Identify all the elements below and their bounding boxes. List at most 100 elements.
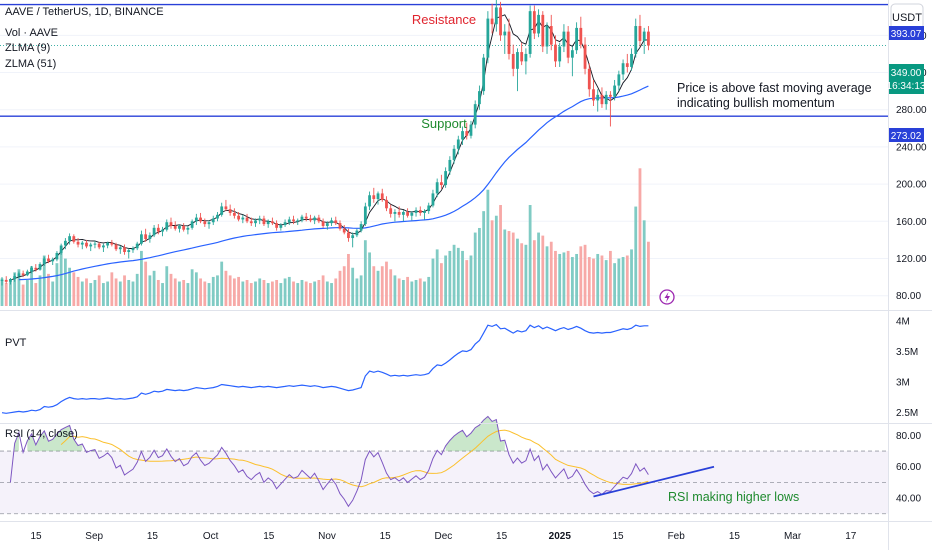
candle-body bbox=[232, 212, 236, 216]
candle-body bbox=[613, 85, 617, 97]
volume-bar bbox=[89, 283, 93, 306]
candle-body bbox=[173, 225, 177, 229]
volume-bar bbox=[279, 283, 283, 306]
candle-body bbox=[583, 44, 587, 69]
volume-bar bbox=[266, 283, 270, 306]
candle-body bbox=[211, 218, 215, 223]
volume-bar bbox=[59, 250, 63, 306]
volume-bar bbox=[368, 252, 371, 306]
volume-bar bbox=[440, 263, 443, 306]
candle-body bbox=[148, 235, 152, 239]
volume-bar bbox=[17, 269, 21, 306]
candle-body bbox=[642, 31, 646, 41]
candle-body bbox=[156, 227, 160, 232]
candle-body bbox=[9, 278, 12, 282]
rsi-axis-tick: 60.00 bbox=[896, 462, 921, 473]
volume-bar bbox=[34, 283, 38, 306]
indicator-zlma9-label[interactable]: ZLMA (9) bbox=[5, 42, 50, 54]
candle-body bbox=[0, 279, 4, 281]
volume-bar bbox=[106, 281, 110, 306]
candle-body bbox=[330, 220, 333, 224]
volume-bar bbox=[199, 278, 202, 306]
candle-body bbox=[520, 52, 524, 62]
volume-bar bbox=[414, 279, 418, 306]
volume-bar bbox=[435, 249, 439, 306]
rsi-label[interactable]: RSI (14, close) bbox=[5, 428, 78, 440]
volume-bar bbox=[313, 281, 317, 306]
volume-bar bbox=[359, 275, 363, 306]
price-note-line2: indicating bullish momentum bbox=[677, 96, 835, 110]
candle-body bbox=[575, 27, 578, 51]
volume-bar bbox=[245, 279, 249, 306]
volume-bar bbox=[55, 263, 59, 306]
candle-body bbox=[304, 216, 308, 219]
volume-bar bbox=[330, 283, 333, 306]
volume-bar bbox=[351, 267, 355, 306]
candle-body bbox=[140, 234, 143, 244]
indicator-zlma51-label[interactable]: ZLMA (51) bbox=[5, 58, 56, 70]
volume-bar bbox=[207, 283, 211, 306]
volume-bar bbox=[262, 279, 266, 306]
candle-body bbox=[558, 46, 562, 62]
candle-body bbox=[617, 74, 621, 86]
volume-bar bbox=[600, 255, 604, 306]
volume-bar bbox=[325, 281, 329, 306]
rsi-axis-tick: 40.00 bbox=[896, 494, 921, 505]
candle-body bbox=[473, 104, 477, 125]
lightning-icon[interactable] bbox=[659, 289, 675, 305]
volume-bar bbox=[110, 272, 114, 306]
time-axis-tick: 15 bbox=[612, 531, 624, 542]
time-axis-tick: Feb bbox=[668, 531, 686, 542]
volume-bar bbox=[613, 263, 617, 306]
volume-bar bbox=[296, 283, 300, 306]
candle-body bbox=[224, 206, 228, 210]
volume-bar bbox=[334, 278, 338, 306]
time-axis-tick: Sep bbox=[85, 531, 103, 542]
volume-bar bbox=[532, 240, 536, 306]
volume-bar bbox=[21, 284, 25, 306]
candle-body bbox=[592, 89, 595, 101]
volume-bar bbox=[499, 205, 502, 306]
candle-body bbox=[490, 18, 494, 25]
indicator-volume-label[interactable]: Vol · AAVE bbox=[5, 27, 58, 39]
volume-bar bbox=[469, 255, 473, 306]
time-axis-tick: 15 bbox=[496, 531, 508, 542]
candle-body bbox=[566, 31, 570, 58]
symbol-title[interactable]: AAVE / TetherUS, 1D, BINANCE bbox=[5, 6, 164, 18]
candle-body bbox=[80, 242, 84, 245]
volume-bar bbox=[592, 258, 595, 306]
volume-bar bbox=[68, 267, 71, 306]
volume-bar bbox=[271, 281, 274, 306]
candle-body bbox=[423, 211, 426, 213]
candle-body bbox=[296, 220, 300, 222]
currency-button[interactable]: USDT bbox=[890, 3, 924, 31]
volume-bar bbox=[42, 255, 46, 306]
candle-body bbox=[114, 244, 118, 250]
candle-body bbox=[135, 243, 139, 249]
volume-bar bbox=[478, 227, 481, 306]
volume-bar bbox=[156, 279, 160, 306]
candle-body bbox=[287, 219, 291, 223]
candle-body bbox=[516, 52, 519, 69]
candle-body bbox=[106, 242, 110, 246]
time-axis-tick: 2025 bbox=[549, 531, 572, 542]
candle-body bbox=[486, 18, 490, 58]
volume-bar bbox=[338, 270, 342, 306]
volume-bar bbox=[452, 244, 456, 306]
volume-bar bbox=[507, 231, 511, 306]
candle-body bbox=[368, 195, 371, 207]
candle-body bbox=[524, 53, 528, 62]
pvt-label[interactable]: PVT bbox=[5, 337, 27, 349]
resistance-price-value: 393.07 bbox=[891, 29, 922, 40]
candle-body bbox=[393, 212, 397, 214]
price-candles bbox=[0, 0, 650, 286]
volume-bar bbox=[566, 250, 570, 306]
candle-body bbox=[93, 243, 97, 245]
candle-body bbox=[435, 182, 439, 194]
time-axis-tick: 15 bbox=[30, 531, 42, 542]
volume-bar bbox=[609, 250, 612, 306]
time-axis-tick: 17 bbox=[845, 531, 857, 542]
candle-body bbox=[4, 279, 8, 282]
volume-bar bbox=[596, 253, 600, 306]
